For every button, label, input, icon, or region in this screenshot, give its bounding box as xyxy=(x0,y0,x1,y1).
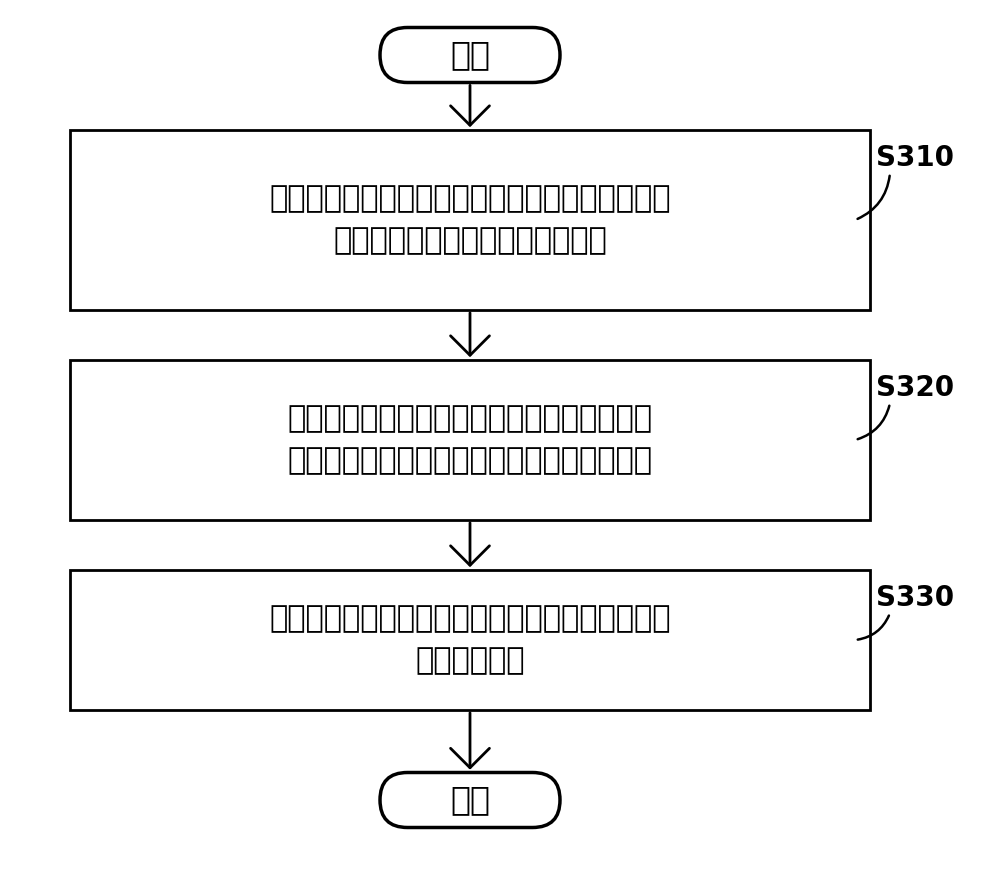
Text: 从多个风力发电机组中获取上风侧风力发电机组的: 从多个风力发电机组中获取上风侧风力发电机组的 xyxy=(269,184,671,213)
Text: 风力发电机组: 风力发电机组 xyxy=(415,647,525,676)
FancyBboxPatch shape xyxy=(380,773,560,827)
Text: 结束: 结束 xyxy=(450,783,490,817)
Text: 信息和下风侧风力发电机组的信息: 信息和下风侧风力发电机组的信息 xyxy=(333,227,607,256)
Text: 开始: 开始 xyxy=(450,39,490,71)
Text: 分析，得到上风侧风发电机组的风速变化数据: 分析，得到上风侧风发电机组的风速变化数据 xyxy=(288,446,652,475)
Text: S320: S320 xyxy=(876,374,954,402)
Text: S330: S330 xyxy=(876,584,954,612)
FancyBboxPatch shape xyxy=(380,27,560,83)
Bar xyxy=(70,130,870,310)
Bar xyxy=(70,570,870,710)
Text: 获取上风侧风力发电机组的风速数据进行统计: 获取上风侧风力发电机组的风速数据进行统计 xyxy=(288,405,652,433)
Bar xyxy=(70,360,870,520)
Text: S310: S310 xyxy=(876,144,954,172)
Text: 将上风侧风发电机组的风速变化数据发送给下风侧: 将上风侧风发电机组的风速变化数据发送给下风侧 xyxy=(269,604,671,633)
